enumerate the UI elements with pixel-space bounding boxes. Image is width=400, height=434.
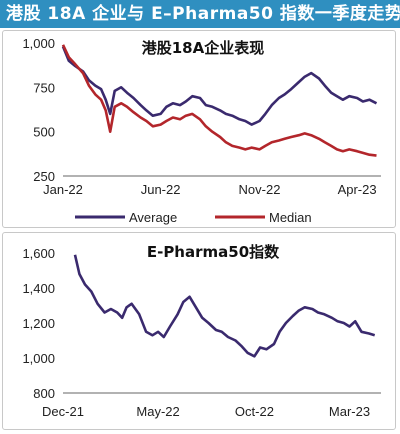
x-tick-label: Mar-23 [329, 404, 370, 419]
chart-title: E-Pharma50指数 [147, 243, 280, 261]
legend-label-median: Median [269, 210, 312, 225]
series-line-average [61, 46, 378, 126]
chart-panel-18a: 1,000 750 500 250 Jan-22 Jun-22 Nov-22 Apr-23 港股… [2, 30, 396, 228]
chart-epharma50-svg: 1,600 1,400 1,200 1,000 800 Dec-21 May-22 Oct-2… [22, 243, 381, 419]
x-tick-label: Dec-21 [42, 404, 84, 419]
y-tick-label: 1,200 [22, 316, 55, 331]
y-tick-label: 750 [33, 80, 55, 95]
x-tick-label: Jun-22 [141, 182, 181, 197]
x-tick-label: May-22 [136, 404, 179, 419]
x-tick-label: Nov-22 [239, 182, 281, 197]
y-tick-label: 1,000 [22, 36, 55, 51]
x-tick-label: Jan-22 [43, 182, 83, 197]
y-tick-label: 250 [33, 169, 55, 184]
x-tick-label: Apr-23 [338, 182, 377, 197]
chart-title: 港股18A企业表现 [142, 39, 264, 57]
chart-panel-epharma50: 1,600 1,400 1,200 1,000 800 Dec-21 May-22 Oct-2… [2, 232, 396, 430]
legend-label-average: Average [129, 210, 177, 225]
y-tick-label: 1,600 [22, 246, 55, 261]
series-line-epharma50 [73, 254, 376, 358]
y-tick-label: 1,400 [22, 281, 55, 296]
series-line-median [61, 44, 377, 157]
y-tick-label: 800 [33, 386, 55, 401]
y-tick-label: 1,000 [22, 351, 55, 366]
x-tick-label: Oct-22 [235, 404, 274, 419]
y-tick-label: 500 [33, 125, 55, 140]
figure-header: 港股 18A 企业与 E–Pharma50 指数一季度走势 [0, 0, 400, 28]
